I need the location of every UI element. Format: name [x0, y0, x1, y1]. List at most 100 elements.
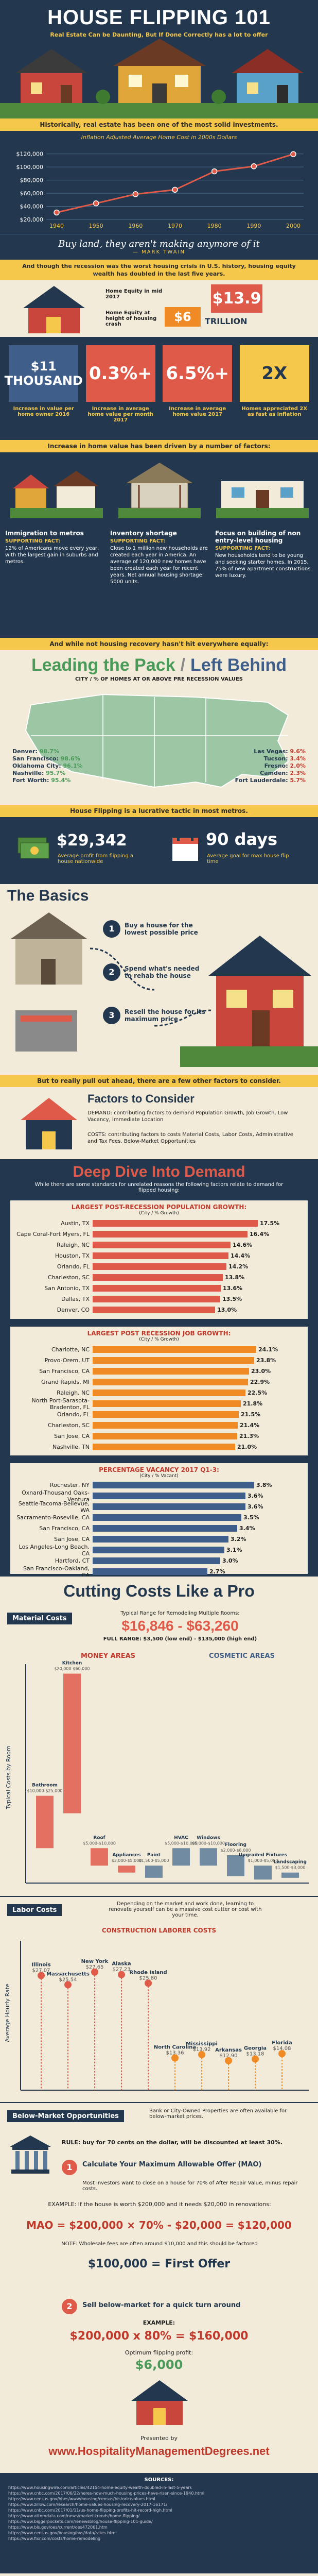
behind-pct: 3.4%: [290, 755, 306, 762]
factors-section: Immigration to metros SUPPORTING FACT: 12%…: [0, 452, 318, 638]
source-link[interactable]: https://www.census.gov/housing/hvs/data/…: [8, 2531, 117, 2535]
bar-category-label: Dallas, TX: [61, 1296, 90, 1302]
increase-stat-value: 6.5%+: [163, 345, 233, 402]
step-number: 2: [103, 963, 120, 981]
labor-point: [118, 1971, 125, 1978]
x-tick-label: 1960: [128, 223, 143, 229]
factor-text: 12% of Americans move every year, with t…: [5, 546, 99, 565]
room-costs-chart: Typical Costs by Room MONEY AREAS COSMETIC…: [5, 1652, 309, 1884]
demand-text: DEMAND: contributing factors to demand P…: [87, 1110, 288, 1123]
below-market-section: Below-Market Opportunities Bank or City-…: [0, 2102, 318, 2432]
factor-text: New households tend to be young and seek…: [215, 553, 311, 579]
labor-point: [278, 2050, 286, 2058]
room-cost-bar: [36, 1795, 54, 1849]
bar-category-label: Raleigh, NC: [57, 1242, 90, 1248]
bar-row: Orlando, FL 14.2%: [15, 1261, 303, 1272]
leading-city-row: Nashville: 95.7%: [12, 770, 83, 777]
room-name: Windows: [197, 1835, 220, 1840]
source-link[interactable]: https://www.attomdata.com/news/market-tr…: [8, 2514, 140, 2518]
material-label: Material Costs: [7, 1613, 72, 1624]
bar-value-label: 13.0%: [217, 1307, 237, 1313]
increase-stats: $11 THOUSAND Increase in value per home o…: [0, 337, 318, 440]
increase-stat-value: $11 THOUSAND: [5, 345, 83, 402]
bar-category-label: Austin, TX: [61, 1220, 90, 1227]
behind-pct: 2.3%: [290, 770, 306, 776]
source-link[interactable]: https://www.bls.gov/oes/current/oes47206…: [8, 2525, 108, 2530]
source-link[interactable]: https://www.census.gov/hhes/www/housing/…: [8, 2497, 155, 2501]
room-cost-bar: [91, 1848, 108, 1866]
source-link[interactable]: https://www.housingwire.com/articles/421…: [8, 2485, 192, 2490]
flip-house-icon: [131, 2380, 188, 2425]
increase-stat: 0.3%+ Increase in average home value per …: [85, 345, 155, 423]
typical-range-label: Typical Range for Remodeling Multiple Ro…: [120, 1611, 240, 1616]
room-name: Upgraded Fixtures: [239, 1853, 287, 1858]
bar: [93, 1547, 224, 1553]
y-tick-label: $60,000: [20, 190, 44, 197]
optimum-profit: $6,000: [135, 2358, 183, 2372]
house-factor-icon: [21, 1098, 77, 1149]
source-link[interactable]: https://www.zillow.com/research/home-val…: [8, 2502, 168, 2507]
bar: [93, 1274, 223, 1281]
increase-stat-label: Increase in average home value per month…: [87, 406, 153, 423]
source-link[interactable]: https://www.cnbc.com/2017/01/11/us-home-…: [8, 2508, 172, 2513]
increase-stat-label: Increase in value per home owner 2016: [13, 406, 74, 417]
pop-chart-title: LARGEST POST-RECESSION POPULATION GROWTH…: [71, 1204, 247, 1211]
room-range: $1,500-$5,000: [139, 1858, 169, 1863]
room-name: Roof: [93, 1835, 105, 1840]
increase-stat-value: 0.3%+: [85, 345, 155, 402]
leading-title: Leading the Pack: [31, 655, 175, 675]
site-link[interactable]: www.HospitalityManagementDegrees.net: [48, 2445, 270, 2458]
basics-title: The Basics: [7, 887, 89, 904]
labor-state: North Carolina: [154, 2044, 196, 2050]
basics-step: 1 Buy a house for the lowest possible pri…: [103, 920, 206, 938]
x-tick-label: 1970: [168, 223, 182, 229]
bar-category-label: Rochester, NY: [50, 1482, 90, 1488]
house-left-icon: [15, 49, 87, 103]
bar-value-label: 21.8%: [243, 1400, 263, 1407]
labor-value: $12.90: [220, 2053, 238, 2059]
room-range: $20,000-$60,000: [54, 1667, 90, 1671]
bar-category-label: North Port-Sarasota-Bradenton, FL: [31, 1397, 90, 1411]
equity-unit: TRILLION: [205, 316, 248, 326]
cosmetic-areas-label: COSMETIC AREAS: [209, 1652, 275, 1660]
behind-city: Fresno:: [264, 762, 290, 769]
presented-section: Presented by www.HospitalityManagementDe…: [0, 2432, 318, 2473]
source-link[interactable]: https://www.cnbc.com/2017/06/22/heres-ho…: [8, 2491, 205, 2496]
bar-value-label: 17.5%: [260, 1220, 280, 1227]
y-tick-label: $80,000: [20, 177, 44, 184]
basics-band: But to really pull out ahead, there are …: [0, 1075, 318, 1087]
leading-city-row: Oklahoma City: 96.1%: [12, 762, 83, 770]
pop-chart-unit: (City / % Growth): [139, 1211, 179, 1216]
behind-city: Fort Lauderdale:: [235, 777, 290, 784]
profit-value: $29,342: [57, 832, 127, 850]
bar-category-label: San Francisco, CA: [39, 1525, 90, 1532]
bar-category-label: San Jose, CA: [54, 1536, 90, 1543]
source-link[interactable]: https://www.biggerpockets.com/renewsblog…: [8, 2519, 153, 2524]
room-cost-bar: [118, 1866, 135, 1873]
money-areas-label: MONEY AREAS: [81, 1652, 135, 1660]
material-section: Material Costs Typical Range for Remodel…: [0, 1607, 318, 1896]
data-point: [93, 200, 99, 207]
full-range-text: FULL RANGE: $3,500 (low end) - $135,000 …: [103, 1636, 257, 1642]
x-tick-label: 1990: [246, 223, 261, 229]
bar: [93, 1422, 238, 1429]
labor-state: New York: [81, 1959, 109, 1964]
equity-left-label: Home Equity in mid 2017: [105, 289, 163, 300]
source-link[interactable]: https://www.fixr.com/costs/home-remodeli…: [8, 2536, 101, 2541]
bar-category-label: Grand Rapids, MI: [41, 1379, 90, 1385]
basics-house-illustration: [10, 912, 318, 1067]
bar-category-label: Orlando, FL: [57, 1263, 90, 1270]
bar: [93, 1285, 221, 1292]
bar-row: Grand Rapids, MI 22.9%: [15, 1377, 303, 1387]
home-cost-chart: $120,000 $100,000 $80,000 $60,000 $40,000 $20…: [16, 151, 304, 229]
leading-city-row: San Francisco: 98.6%: [12, 755, 83, 762]
bar: [93, 1357, 254, 1364]
leading-city: Fort Worth:: [12, 777, 51, 784]
bar-category-label: Seattle-Tacoma-Bellevue, WA: [18, 1500, 90, 1514]
bar-row: San Antonio, TX 13.6%: [15, 1283, 303, 1294]
data-point: [172, 187, 178, 193]
cutting-costs-section: Cutting Costs Like a Pro: [0, 1577, 318, 1607]
bar-row: Orlando, FL 21.5%: [15, 1409, 303, 1420]
bar: [93, 1525, 237, 1532]
recession-band: And though the recession was the worst h…: [0, 260, 318, 280]
